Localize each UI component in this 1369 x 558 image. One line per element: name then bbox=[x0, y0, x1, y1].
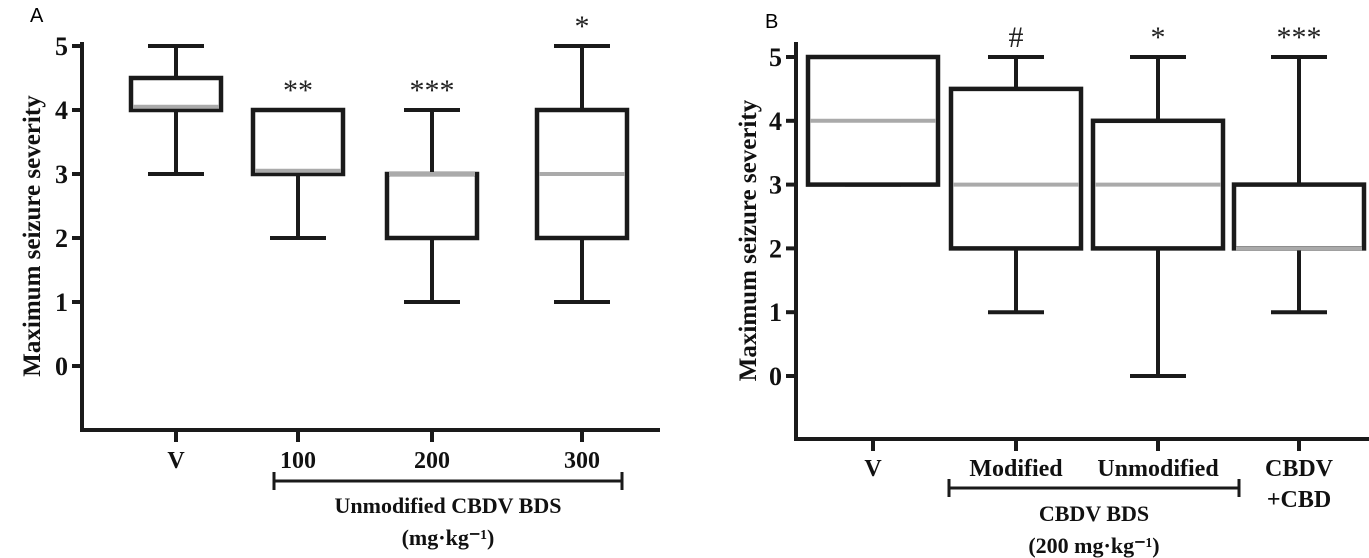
panel-a-box bbox=[384, 171, 480, 241]
panel-a-significance-marker: *** bbox=[410, 74, 455, 107]
panel-b-y-tick-label: 0 bbox=[769, 362, 782, 391]
panel-a-y-tick-label: 5 bbox=[55, 32, 68, 61]
panel-b-box bbox=[948, 86, 1084, 251]
panel-a-y-axis-label: Maximum seizure severity bbox=[19, 95, 46, 377]
panel-a-box bbox=[250, 107, 346, 177]
panel-a-category-label: 200 bbox=[414, 448, 450, 474]
panel-b-y-tick-label: 1 bbox=[769, 298, 782, 327]
panel-b-category-label: Modified bbox=[969, 456, 1063, 482]
panel-b-significance-marker: * bbox=[1151, 21, 1166, 54]
panel-a-significance-marker: * bbox=[575, 10, 590, 43]
panel-b-y-tick-label: 3 bbox=[769, 171, 782, 200]
panel-b-group-unit-label: (200 mg·kg⁻¹) bbox=[1028, 533, 1159, 558]
panel-a-category-label: 300 bbox=[564, 448, 600, 474]
panel-b-group-label: CBDV BDS bbox=[1039, 501, 1149, 526]
panel-b-letter: B bbox=[765, 11, 778, 33]
panel-a-y-tick-label: 2 bbox=[55, 224, 68, 253]
panel-a-y-tick-label: 4 bbox=[55, 96, 68, 125]
panel-b-y-tick-label: 2 bbox=[769, 234, 782, 263]
panel-a-box bbox=[534, 107, 630, 241]
panel-a-y-tick-label: 1 bbox=[55, 288, 68, 317]
panel-a-box bbox=[128, 75, 224, 113]
panel-a-category-label: 100 bbox=[280, 448, 316, 474]
panel-b-category-label: CBDV bbox=[1265, 456, 1334, 482]
panel-b-y-axis-label: Maximum seizure severity bbox=[735, 99, 762, 381]
panel-b-category-label: Unmodified bbox=[1097, 456, 1219, 482]
panel-b-box bbox=[805, 54, 941, 187]
panel-b-y-tick-label: 5 bbox=[769, 43, 782, 72]
panel-b-significance-marker: # bbox=[1009, 21, 1024, 54]
panel-b-category-sublabel: +CBD bbox=[1267, 487, 1331, 513]
panel-b-box bbox=[1090, 118, 1226, 251]
panel-a-y-tick-label: 3 bbox=[55, 160, 68, 189]
panel-a-group-unit-label: (mg·kg⁻¹) bbox=[402, 525, 495, 550]
panel-a-group-label: Unmodified CBDV BDS bbox=[335, 493, 562, 518]
panel-a-letter: A bbox=[30, 5, 44, 27]
panel-a-significance-marker: ** bbox=[283, 74, 313, 107]
panel-b-box bbox=[1231, 182, 1367, 251]
panel-a-category-label: V bbox=[167, 448, 185, 474]
panel-b-category-label: V bbox=[864, 456, 882, 482]
panel-a-y-tick-label: 0 bbox=[55, 352, 68, 381]
panel-b-y-tick-label: 4 bbox=[769, 107, 782, 136]
panel-b-significance-marker: *** bbox=[1277, 21, 1322, 54]
